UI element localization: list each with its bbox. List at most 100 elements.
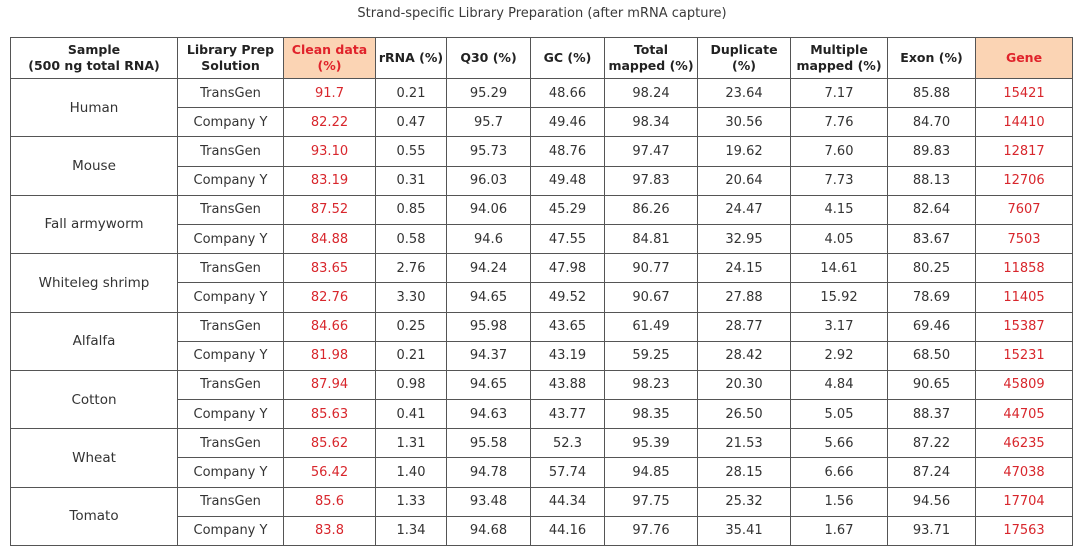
cell-gene: 7607 xyxy=(975,194,1073,225)
cell-total-mapped: 94.85 xyxy=(604,457,698,488)
cell-total-mapped: 98.34 xyxy=(604,107,698,138)
table-row: Mouse TransGen 93.10 0.55 95.73 48.76 97.47 19.… xyxy=(10,136,1073,196)
cell-gc: 43.19 xyxy=(530,340,605,371)
cell-exon: 87.24 xyxy=(887,457,976,488)
cell-gene: 15421 xyxy=(975,77,1073,109)
cell-gc: 49.52 xyxy=(530,282,605,313)
cell-gc: 49.46 xyxy=(530,107,605,138)
cell-solution: TransGen xyxy=(177,486,284,517)
table-row: Cotton TransGen 87.94 0.98 94.65 43.88 98.23 20… xyxy=(10,369,1073,430)
cell-multiple-mapped: 5.05 xyxy=(790,399,888,430)
cell-q30: 95.58 xyxy=(446,428,531,459)
cell-gene: 15231 xyxy=(975,340,1073,371)
cell-exon: 93.71 xyxy=(887,515,976,547)
cell-rrna: 0.47 xyxy=(375,107,447,138)
cell-rrna: 0.55 xyxy=(375,136,447,167)
cell-multiple-mapped: 4.15 xyxy=(790,194,888,225)
header-row: Sample (500 ng total RNA) Library Prep Sol… xyxy=(10,37,1073,79)
table-row: Company Y 82.76 3.30 94.65 49.52 90.67 27.88 15… xyxy=(11,282,1073,313)
cell-exon: 88.13 xyxy=(887,165,976,196)
table-row: Company Y 81.98 0.21 94.37 43.19 59.25 28.42 2.… xyxy=(11,340,1073,371)
table-row: Tomato TransGen 85.6 1.33 93.48 44.34 97.75 25.… xyxy=(10,486,1073,547)
cell-solution: Company Y xyxy=(177,282,284,313)
header-sample: Sample (500 ng total RNA) xyxy=(10,37,178,79)
cell-gc: 49.48 xyxy=(530,165,605,196)
cell-duplicate: 26.50 xyxy=(697,399,791,430)
cell-duplicate: 20.64 xyxy=(697,165,791,196)
cell-solution: Company Y xyxy=(177,399,284,430)
header-q30: Q30 (%) xyxy=(446,37,531,79)
cell-q30: 95.29 xyxy=(446,77,531,109)
cell-gc: 47.55 xyxy=(530,223,605,255)
cell-gc: 47.98 xyxy=(530,253,605,284)
cell-rrna: 0.98 xyxy=(375,369,447,401)
cell-total-mapped: 97.76 xyxy=(604,515,698,547)
cell-multiple-mapped: 2.92 xyxy=(790,340,888,371)
cell-multiple-mapped: 3.17 xyxy=(790,311,888,342)
cell-q30: 95.7 xyxy=(446,107,531,138)
cell-total-mapped: 61.49 xyxy=(604,311,698,342)
cell-duplicate: 25.32 xyxy=(697,486,791,517)
table-row: Company Y 56.42 1.40 94.78 57.74 94.85 28.15 6.… xyxy=(11,457,1073,488)
cell-total-mapped: 98.35 xyxy=(604,399,698,430)
cell-multiple-mapped: 14.61 xyxy=(790,253,888,284)
cell-gc: 45.29 xyxy=(530,194,605,225)
header-duplicate: Duplicate (%) xyxy=(697,37,791,79)
cell-clean-data: 85.63 xyxy=(283,399,376,430)
cell-exon: 83.67 xyxy=(887,223,976,255)
cell-solution: Company Y xyxy=(177,457,284,488)
cell-gene: 11858 xyxy=(975,253,1073,284)
header-multiple-mapped: Multiple mapped (%) xyxy=(790,37,888,79)
cell-total-mapped: 90.77 xyxy=(604,253,698,284)
cell-rrna: 0.41 xyxy=(375,399,447,430)
cell-rrna: 0.21 xyxy=(375,340,447,371)
cell-clean-data: 56.42 xyxy=(283,457,376,488)
cell-total-mapped: 97.83 xyxy=(604,165,698,196)
cell-q30: 94.6 xyxy=(446,223,531,255)
cell-multiple-mapped: 1.67 xyxy=(790,515,888,547)
table-row: Whiteleg shrimp TransGen 83.65 2.76 94.24 47.… xyxy=(10,253,1073,313)
table-row: Fall armyworm TransGen 87.52 0.85 94.06 45.29… xyxy=(10,194,1073,255)
cell-q30: 94.06 xyxy=(446,194,531,225)
cell-q30: 95.73 xyxy=(446,136,531,167)
cell-gene: 47038 xyxy=(975,457,1073,488)
cell-gc: 57.74 xyxy=(530,457,605,488)
cell-total-mapped: 86.26 xyxy=(604,194,698,225)
cell-exon: 89.83 xyxy=(887,136,976,167)
cell-total-mapped: 59.25 xyxy=(604,340,698,371)
cell-duplicate: 20.30 xyxy=(697,369,791,401)
cell-rrna: 0.85 xyxy=(375,194,447,225)
header-library-prep: Library Prep Solution xyxy=(177,37,284,79)
cell-sample: Cotton xyxy=(10,369,178,430)
cell-q30: 94.65 xyxy=(446,369,531,401)
cell-clean-data: 84.66 xyxy=(283,311,376,342)
cell-gc: 52.3 xyxy=(530,428,605,459)
cell-exon: 88.37 xyxy=(887,399,976,430)
cell-q30: 94.24 xyxy=(446,253,531,284)
cell-exon: 68.50 xyxy=(887,340,976,371)
cell-clean-data: 87.52 xyxy=(283,194,376,225)
cell-sample: Human xyxy=(10,77,178,138)
table-caption: Strand-specific Library Preparation (aft… xyxy=(357,6,727,21)
cell-q30: 93.48 xyxy=(446,486,531,517)
cell-solution: TransGen xyxy=(177,194,284,225)
table-row: Wheat TransGen 85.62 1.31 95.58 52.3 95.39 21.5… xyxy=(10,428,1073,488)
cell-multiple-mapped: 7.17 xyxy=(790,77,888,109)
cell-rrna: 1.33 xyxy=(375,486,447,517)
table-row: Company Y 83.8 1.34 94.68 44.16 97.76 35.41 1.6… xyxy=(11,515,1073,547)
cell-multiple-mapped: 7.73 xyxy=(790,165,888,196)
results-table: Sample (500 ng total RNA) Library Prep Sol… xyxy=(10,37,1073,547)
cell-clean-data: 81.98 xyxy=(283,340,376,371)
cell-duplicate: 30.56 xyxy=(697,107,791,138)
cell-gc: 44.16 xyxy=(530,515,605,547)
cell-solution: Company Y xyxy=(177,165,284,196)
cell-sample: Alfalfa xyxy=(10,311,178,371)
cell-solution: Company Y xyxy=(177,340,284,371)
cell-duplicate: 21.53 xyxy=(697,428,791,459)
cell-sample: Fall armyworm xyxy=(10,194,178,255)
cell-gene: 17563 xyxy=(975,515,1073,547)
cell-total-mapped: 84.81 xyxy=(604,223,698,255)
cell-clean-data: 83.8 xyxy=(283,515,376,547)
cell-solution: TransGen xyxy=(177,428,284,459)
cell-q30: 95.98 xyxy=(446,311,531,342)
